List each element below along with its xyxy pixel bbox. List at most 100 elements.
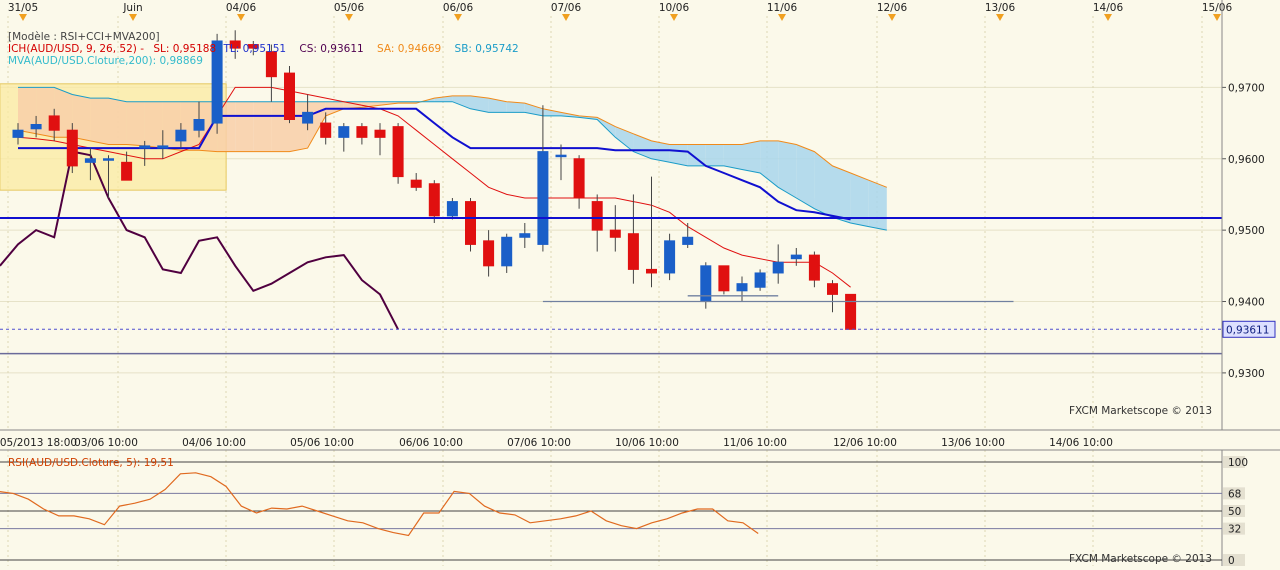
cloud-segment xyxy=(723,144,742,170)
candle-body xyxy=(428,183,440,217)
bottom-date-label: 07/06 10:00 xyxy=(507,437,571,449)
candle-body xyxy=(609,229,621,238)
cloud-segment xyxy=(90,98,109,145)
candle-body xyxy=(410,179,422,188)
candle-body xyxy=(211,40,223,124)
date-marker-triangle xyxy=(1104,14,1112,21)
price-axis xyxy=(1222,0,1280,566)
candle-body xyxy=(573,158,585,199)
candle-body xyxy=(30,123,42,130)
cloud-segment xyxy=(832,165,851,223)
candle-body xyxy=(338,126,350,138)
cloud-segment xyxy=(796,144,815,209)
candle-body xyxy=(175,129,187,142)
bottom-date-label: 11/06 10:00 xyxy=(723,437,787,449)
price-tick-label: 0,9700 xyxy=(1228,82,1265,94)
candle-body xyxy=(66,129,78,167)
legend-ich: ICH(AUD/USD, 9, 26, 52) - xyxy=(8,43,144,55)
date-marker-triangle xyxy=(562,14,570,21)
rsi-level-label-box xyxy=(1223,487,1245,500)
candle-body xyxy=(374,129,386,138)
bottom-date-label: 13/06 10:00 xyxy=(941,437,1005,449)
date-marker-triangle xyxy=(237,14,245,21)
date-marker-triangle xyxy=(345,14,353,21)
cloud-segment xyxy=(452,95,471,109)
candle-body xyxy=(501,236,513,267)
candle-body xyxy=(627,233,639,270)
price-tick-label: 0,9300 xyxy=(1228,368,1265,380)
rsi-line xyxy=(0,472,759,537)
candle-body xyxy=(718,265,730,292)
top-date-label: 11/06 xyxy=(767,2,798,14)
candle-body xyxy=(682,236,694,245)
candle-body xyxy=(646,268,657,274)
cloud-segment xyxy=(868,180,887,231)
date-marker-triangle xyxy=(778,14,786,21)
price-tick-label: 0,9500 xyxy=(1228,225,1265,237)
candle-body xyxy=(247,44,259,49)
chikou-span-line xyxy=(0,150,399,330)
price-plot-area[interactable] xyxy=(0,0,1222,430)
legend-cs: CS: 0,93611 xyxy=(299,43,363,55)
candle-body xyxy=(845,293,857,330)
cloud-segment xyxy=(470,95,489,113)
rsi-watermark: FXCM Marketscope © 2013 xyxy=(1069,553,1212,565)
cloud-segment xyxy=(126,101,145,146)
legend-mva: MVA(AUD/USD.Cloture,200): 0,98869 xyxy=(8,55,203,67)
cloud-segment xyxy=(343,101,362,109)
candle-body xyxy=(446,201,458,217)
candle-body xyxy=(121,161,133,181)
candle-body xyxy=(284,72,295,120)
candle-body xyxy=(193,119,205,131)
candle-body xyxy=(84,158,96,163)
bottom-date-label: 06/06 10:00 xyxy=(399,437,463,449)
cloud-segment xyxy=(651,140,670,163)
top-date-label: 14/06 xyxy=(1093,2,1124,14)
top-date-label: 31/05 xyxy=(8,2,38,14)
candle-body xyxy=(12,129,24,138)
bottom-date-label: 30/05/2013 18:00 xyxy=(0,437,77,449)
candle-body xyxy=(772,261,784,274)
cloud-segment xyxy=(72,94,91,141)
date-marker-triangle xyxy=(129,14,137,21)
svg-text:ICH(AUD/USD, 9, 26, 52) -: ICH(AUD/USD, 9, 26, 52) - SL: 0,95188 TL… xyxy=(8,43,519,55)
top-date-label: 10/06 xyxy=(659,2,690,14)
cloud-segment xyxy=(434,95,453,102)
candle-body xyxy=(754,272,766,288)
candle-body xyxy=(808,254,820,281)
cloud-segment xyxy=(108,98,127,145)
price-tick-label: 0,9400 xyxy=(1228,297,1265,309)
top-date-label: 07/06 xyxy=(551,2,582,14)
candle-body xyxy=(736,283,748,292)
rsi-plot-area[interactable] xyxy=(0,450,1222,566)
candle-body xyxy=(790,254,802,260)
legend: [Modèle : RSI+CCI+MVA200] ICH(AUD/USD, 9… xyxy=(8,31,519,67)
price-tick-label: 0,9600 xyxy=(1228,154,1265,166)
top-date-label: 12/06 xyxy=(877,2,908,14)
rsi-title: RSI(AUD/USD.Cloture, 5): 19,51 xyxy=(8,457,174,469)
rsi-level-label: 68 xyxy=(1228,488,1241,500)
candle-body xyxy=(465,201,476,245)
legend-sb: SB: 0,95742 xyxy=(455,43,519,55)
cloud-segment xyxy=(524,103,543,116)
candle-body xyxy=(139,145,151,149)
candlesticks xyxy=(12,30,857,330)
cloud-segment xyxy=(506,101,525,113)
top-date-label: 05/06 xyxy=(334,2,365,14)
cloud-segment xyxy=(742,140,761,174)
cloud-segment xyxy=(162,101,181,151)
cloud-segment xyxy=(687,144,706,166)
price-watermark: FXCM Marketscope © 2013 xyxy=(1069,405,1212,417)
date-marker-triangle xyxy=(1213,14,1221,21)
bottom-date-label: 14/06 10:00 xyxy=(1049,437,1113,449)
date-marker-triangle xyxy=(19,14,27,21)
cloud-segment xyxy=(633,133,652,159)
candle-body xyxy=(229,40,241,49)
candle-body xyxy=(483,240,495,267)
candle-body xyxy=(392,126,404,178)
candle-body xyxy=(827,283,838,295)
candle-body xyxy=(320,122,332,138)
